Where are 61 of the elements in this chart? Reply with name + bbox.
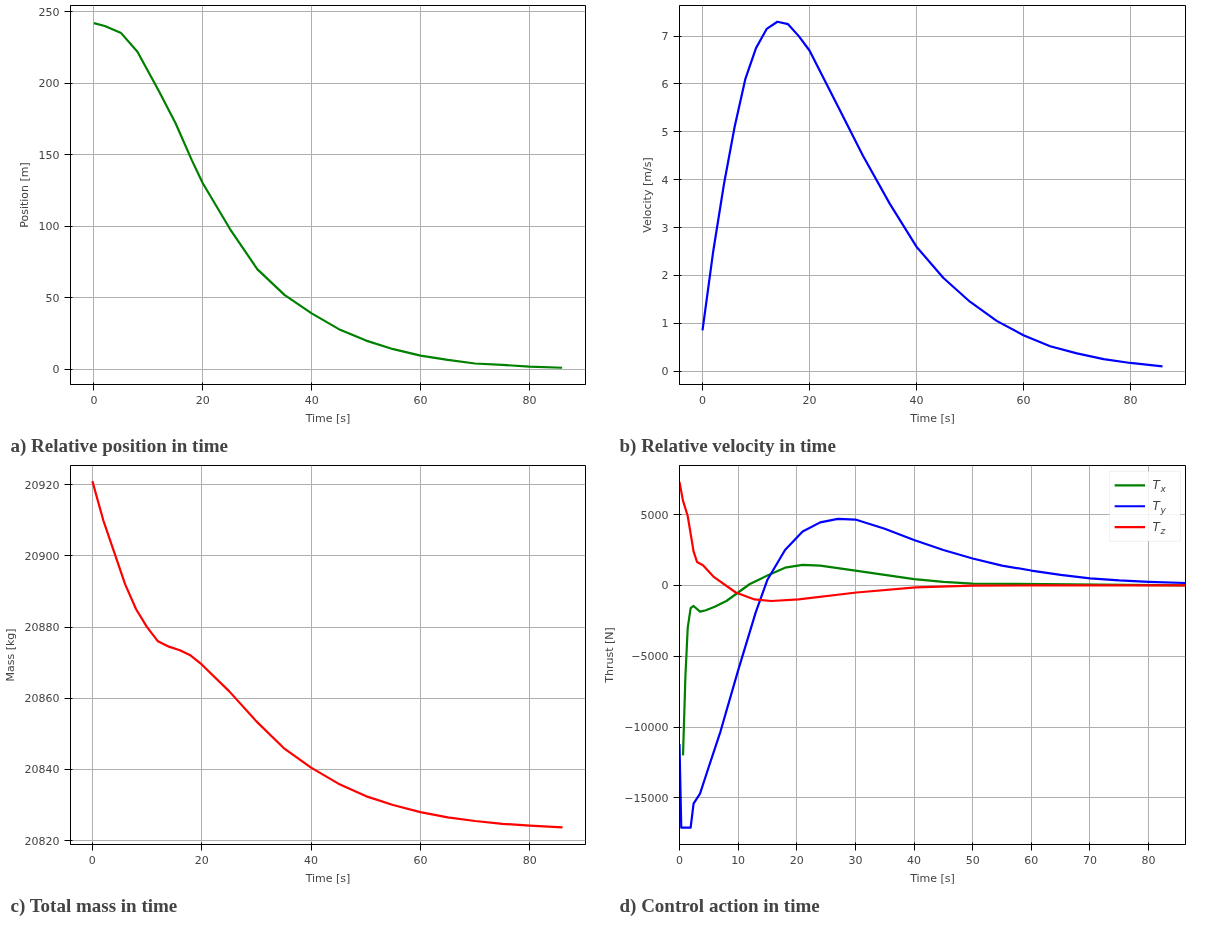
y-tick-label: 7 [661, 30, 669, 44]
x-tick-label: 10 [731, 853, 746, 867]
y-axis-title: Thrust [N] [603, 627, 617, 684]
x-tick-label: 20 [194, 853, 209, 867]
y-tick-label: 2 [661, 269, 669, 283]
x-tick-label: 80 [522, 393, 537, 407]
x-tick-label: 60 [413, 393, 428, 407]
x-tick-label: 60 [1024, 853, 1039, 867]
y-tick-label: 50 [45, 291, 60, 305]
y-tick-label: 6 [661, 77, 669, 91]
x-tick-label: 40 [909, 393, 924, 407]
y-tick-label: 20880 [24, 621, 60, 635]
x-axis-title: Time [s] [909, 411, 955, 425]
x-tick-label: 60 [413, 853, 428, 867]
y-tick-label: 5 [661, 125, 669, 139]
y-tick-label: 20900 [24, 549, 60, 563]
text: b) Relative velocity in time [619, 434, 836, 457]
x-axis-title: Time [s] [304, 411, 351, 425]
y-tick-label: 20920 [24, 478, 60, 492]
y-tick-label: 1 [661, 317, 669, 331]
x-tick-label: 20 [195, 393, 210, 407]
y-tick-label: 3 [661, 221, 669, 235]
x-tick-label: 80 [1141, 853, 1156, 867]
x-tick-label: 40 [907, 853, 922, 867]
x-tick-label: 30 [848, 853, 863, 867]
x-tick-label: 0 [676, 853, 683, 867]
x-axis-title: Time [s] [304, 871, 351, 885]
y-tick-label: 0 [661, 579, 669, 593]
x-axis-title: Time [s] [909, 871, 955, 885]
x-tick-label: 40 [304, 853, 319, 867]
text: c) Total mass in time [10, 894, 178, 917]
x-tick-label: 0 [699, 393, 706, 407]
x-tick-label: 40 [304, 393, 319, 407]
x-tick-label: 80 [1123, 393, 1138, 407]
y-axis-title: Velocity [m/s] [640, 157, 654, 233]
x-tick-label: 50 [965, 853, 980, 867]
x-tick-label: 20 [802, 393, 817, 407]
y-tick-label: 250 [38, 5, 60, 19]
y-tick-label: 150 [38, 148, 60, 162]
x-tick-label: 0 [90, 393, 98, 407]
y-tick-label: 0 [661, 365, 669, 379]
y-axis-title: Position [m] [17, 162, 31, 228]
x-tick-label: 20 [789, 853, 804, 867]
y-tick-label: −10000 [624, 721, 669, 735]
text: d) Control action in time [619, 894, 820, 917]
x-tick-label: 70 [1082, 853, 1097, 867]
y-tick-label: 20820 [24, 834, 60, 848]
y-tick-label: 0 [52, 363, 60, 377]
y-tick-label: 4 [661, 173, 669, 187]
x-tick-label: 60 [1016, 393, 1031, 407]
y-tick-label: 200 [38, 77, 60, 91]
text: a) Relative position in time [10, 434, 228, 457]
y-tick-label: −5000 [631, 650, 669, 664]
y-tick-label: 20840 [24, 763, 60, 777]
x-tick-label: 80 [522, 853, 537, 867]
y-tick-label: 5000 [640, 508, 669, 522]
y-axis-title: Mass [kg] [3, 628, 17, 682]
y-tick-label: 20860 [24, 692, 60, 706]
y-tick-label: 100 [38, 220, 60, 234]
y-tick-label: −15000 [624, 791, 669, 805]
x-tick-label: 0 [88, 853, 96, 867]
